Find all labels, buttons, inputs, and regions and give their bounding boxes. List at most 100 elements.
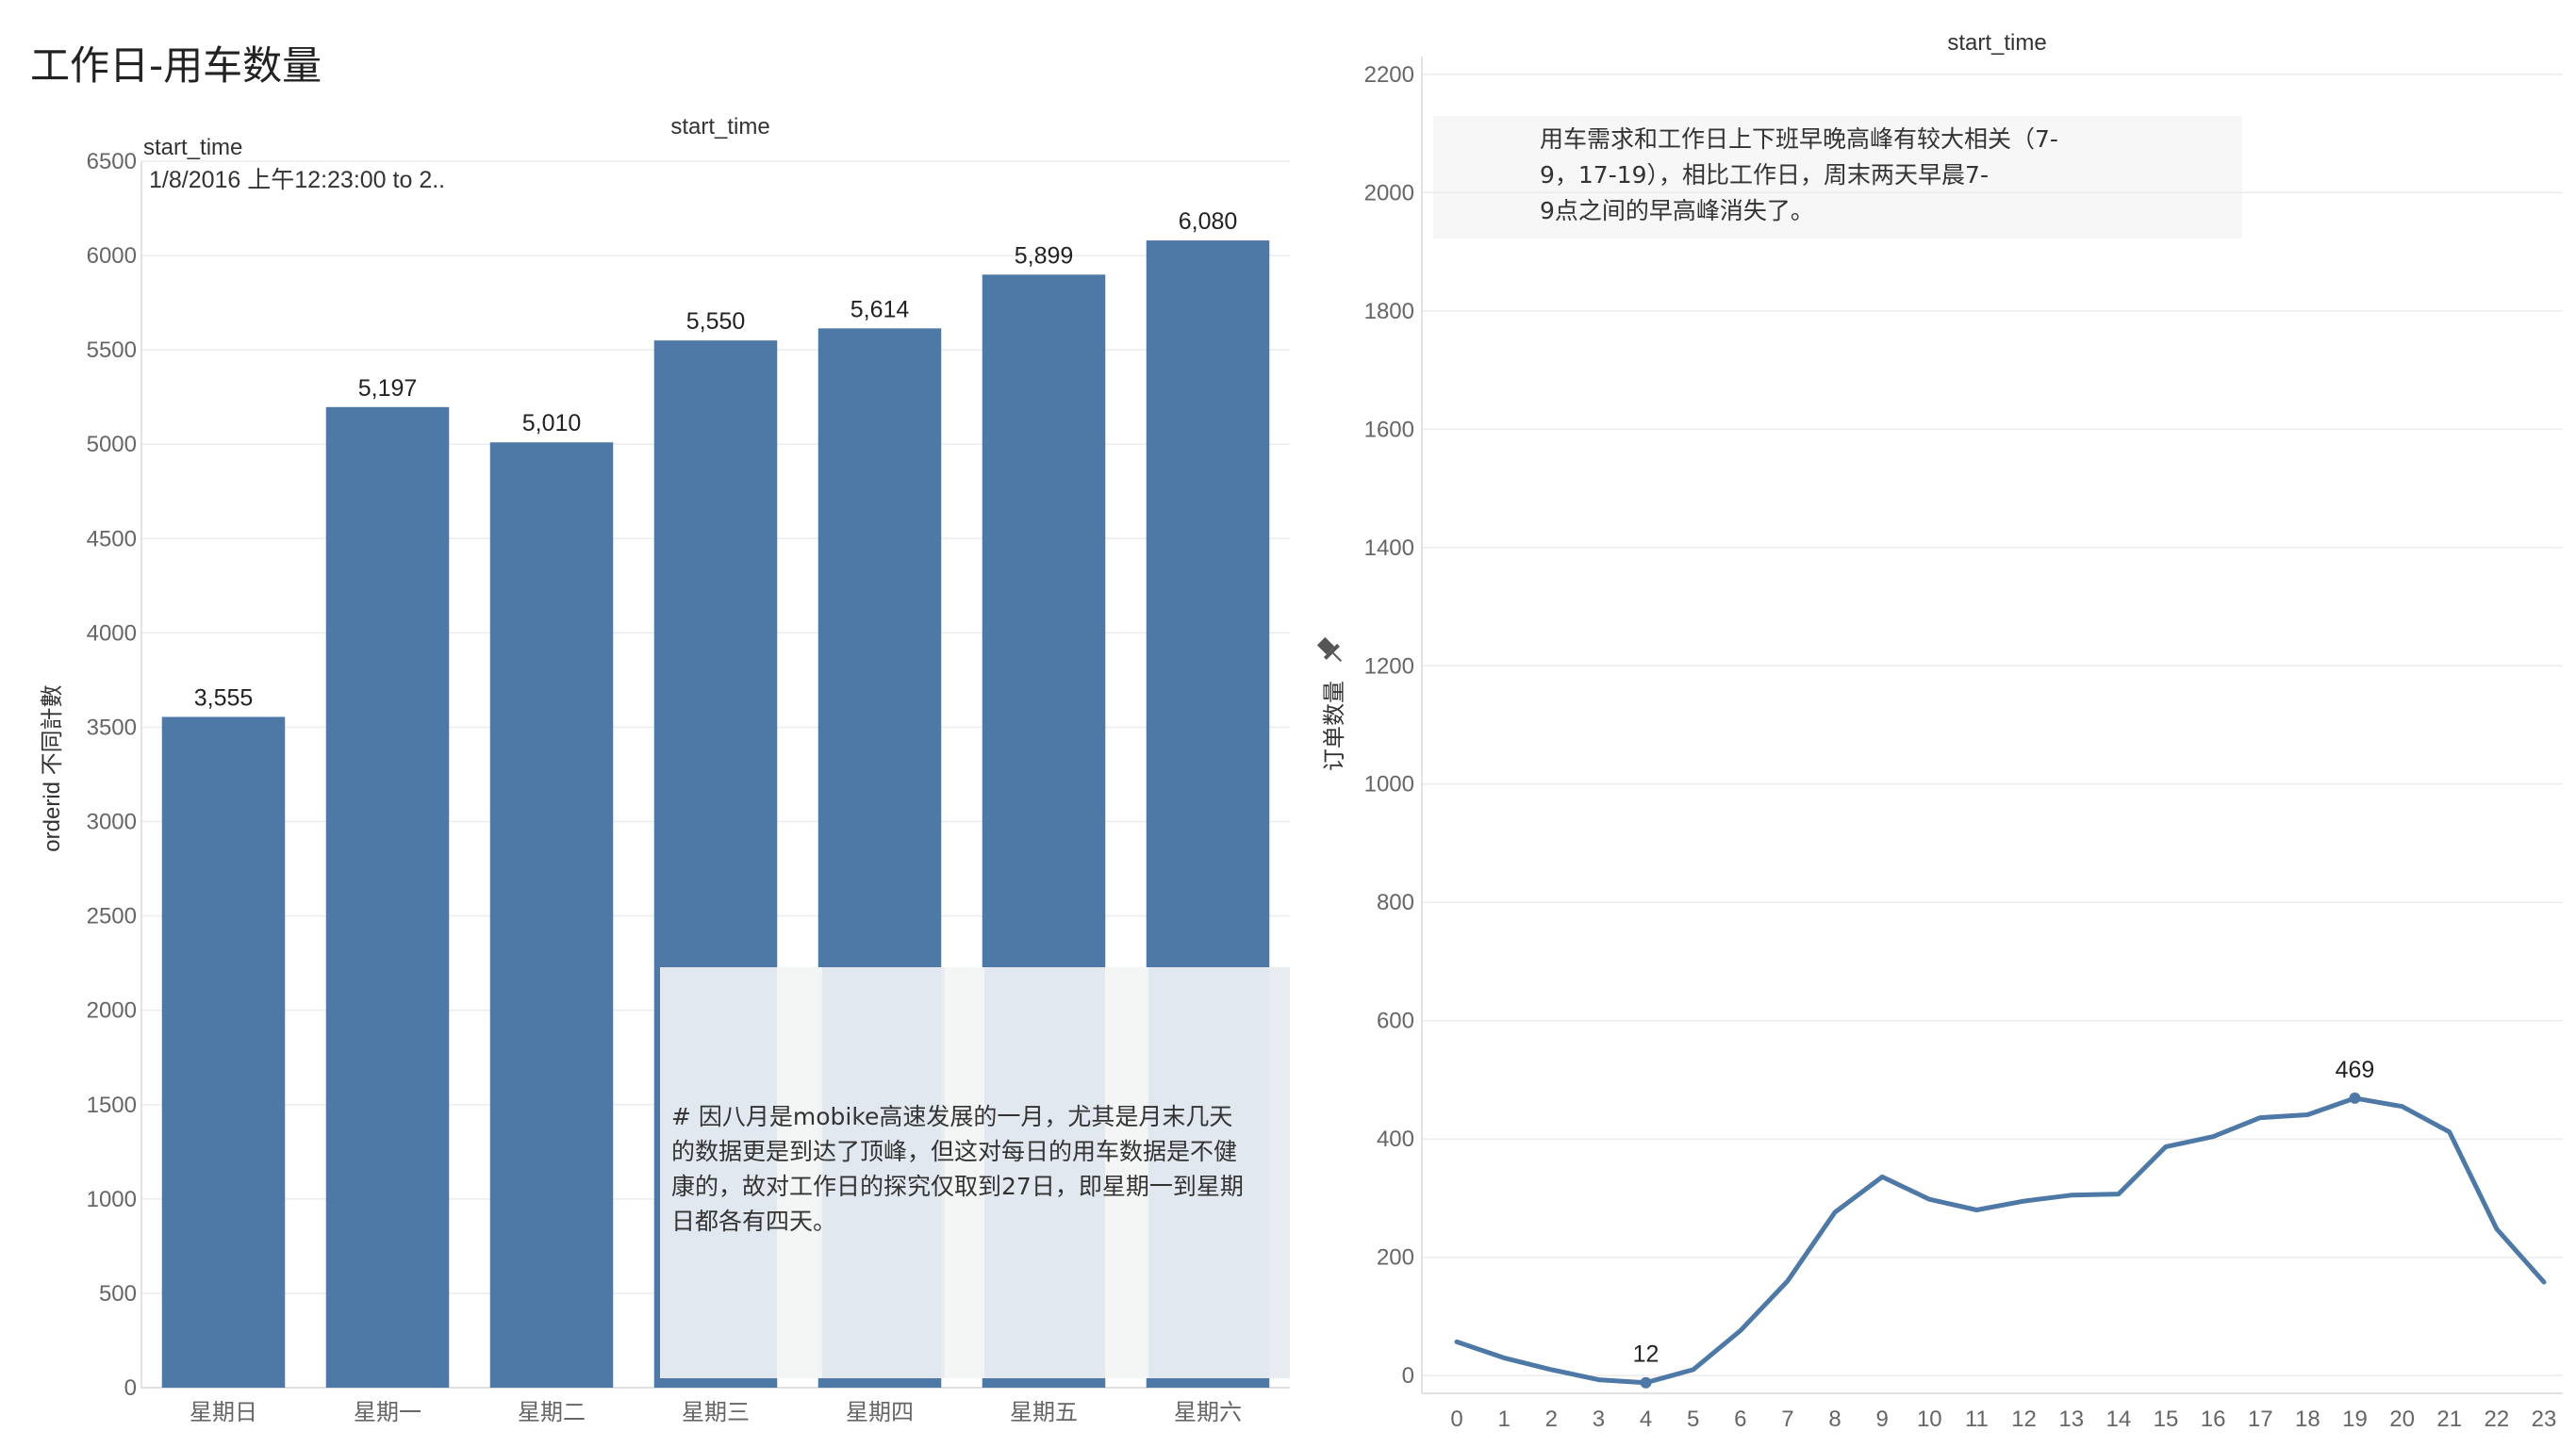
line-x-tick: 1: [1497, 1407, 1510, 1432]
bar-y-tick: 6000: [87, 243, 137, 269]
line-y-tick: 1800: [1364, 299, 1414, 324]
line-x-tick: 12: [2011, 1407, 2037, 1432]
bar-y-tick: 4500: [87, 526, 137, 551]
line-point-label: 12: [1633, 1341, 1660, 1368]
line-y-tick: 2000: [1364, 180, 1414, 206]
line-x-tick: 18: [2295, 1407, 2320, 1432]
bar-y-tick: 1500: [87, 1093, 137, 1118]
bar-x-tick: 星期一: [354, 1400, 421, 1425]
line-x-tick: 21: [2436, 1407, 2462, 1432]
bar-y-axis: 0 500 1000 1500 2000 2500 3000 3500 4000 4500 5000…: [87, 149, 137, 1401]
line-x-tick: 9: [1875, 1407, 1888, 1432]
bar-y-tick: 1000: [87, 1187, 137, 1212]
bar-x-tick: 星期三: [682, 1400, 750, 1425]
line-x-tick: 14: [2105, 1407, 2131, 1432]
line-x-tick: 16: [2201, 1407, 2226, 1432]
bar-annotation-line: # 因八月是mobike高速发展的一月，尤其是月末几天: [671, 1103, 1232, 1130]
bar-x-axis: 星期日 星期一 星期二 星期三 星期四 星期五 星期六: [190, 1400, 1242, 1425]
line-y-tick: 1200: [1364, 653, 1414, 679]
line-y-tick: 1000: [1364, 772, 1414, 798]
bar-data-label: 5,899: [1015, 242, 1074, 269]
bar-annotation-line: 的数据更是到达了顶峰，但这对每日的用车数据是不健: [671, 1138, 1237, 1165]
line-x-tick: 8: [1828, 1407, 1841, 1432]
line-y-tick: 400: [1377, 1127, 1414, 1152]
line-annotation-box: [1433, 116, 2242, 239]
bar: [489, 442, 614, 1388]
bar-y-tick: 2000: [87, 998, 137, 1024]
dashboard-title: 工作日-用车数量: [30, 42, 322, 89]
bar-y-tick: 6500: [87, 149, 137, 174]
line-y-tick: 1600: [1364, 417, 1414, 442]
line-point-label: 469: [2336, 1057, 2375, 1083]
pin-icon[interactable]: [1314, 634, 1347, 667]
bar-y-tick: 3500: [87, 715, 137, 740]
line-y-axis: 0 200 400 600 800 1000 1200 1400 1600 1800 2000 220…: [1364, 62, 1414, 1389]
bar-x-tick: 星期六: [1174, 1400, 1242, 1425]
line-y-tick: 200: [1377, 1245, 1414, 1271]
line-y-tick: 2200: [1364, 62, 1414, 88]
bar-y-tick: 5000: [87, 432, 137, 457]
line-x-tick: 11: [1965, 1407, 1989, 1432]
line-point: [2349, 1092, 2361, 1104]
bar-y-tick: 3000: [87, 810, 137, 835]
line-x-tick: 0: [1450, 1407, 1462, 1432]
line-x-tick: 2: [1545, 1407, 1558, 1432]
line-y-axis-title: 订单数量: [1322, 681, 1347, 771]
line-y-tick: 0: [1402, 1363, 1414, 1389]
line-x-tick: 6: [1734, 1407, 1746, 1432]
line-x-tick: 22: [2485, 1407, 2510, 1432]
line-x-tick: 10: [1917, 1407, 1942, 1432]
bar-data-labels: 3,555 5,197 5,010 5,550 5,614 5,899 6,080: [194, 208, 1238, 711]
bar-annotation-gap: [777, 967, 822, 1378]
line-x-tick: 7: [1781, 1407, 1793, 1432]
line-header: start_time: [1947, 30, 2046, 56]
filter-title: start_time: [143, 135, 242, 160]
line-x-axis: 0 1 2 3 4 5 6 7 8 9 10 11 12 13 14 15 16 17 18 19 20 21 22 23: [1450, 1407, 2556, 1432]
line-annotation-line: 9，17-19），相比工作日，周末两天早晨7-: [1540, 161, 1989, 189]
line-y-tick: 600: [1377, 1009, 1414, 1034]
bar-x-tick: 星期二: [518, 1400, 586, 1425]
line-y-tick: 1400: [1364, 535, 1414, 561]
bar: [325, 406, 450, 1388]
bar-chart: 0 500 1000 1500 2000 2500 3000 3500 4000 4500 5000…: [40, 114, 1290, 1425]
bar-y-tick: 500: [99, 1281, 137, 1307]
bar-y-tick: 2500: [87, 904, 137, 930]
bar-data-label: 5,550: [686, 308, 746, 335]
bar-data-label: 5,010: [522, 410, 582, 436]
bar-data-label: 5,614: [850, 296, 910, 322]
line-x-tick: 5: [1687, 1407, 1699, 1432]
line-x-tick: 20: [2389, 1407, 2415, 1432]
line-x-tick: 3: [1593, 1407, 1605, 1432]
bar-annotation-gap: [1105, 967, 1148, 1378]
bar-x-tick: 星期日: [190, 1400, 257, 1425]
bar-annotation-line: 日都各有四天。: [671, 1208, 836, 1235]
line-x-tick: 23: [2532, 1407, 2557, 1432]
bar-annotation-gap: [945, 967, 984, 1378]
line-x-tick: 15: [2154, 1407, 2179, 1432]
line-gridlines: [1421, 57, 2563, 1394]
line-series: [1454, 1095, 2547, 1386]
bar-annotation-line: 康的，故对工作日的探究仅取到27日，即星期一到星期: [671, 1173, 1244, 1200]
line-x-tick: 19: [2342, 1407, 2368, 1432]
bar-header: start_time: [670, 114, 769, 140]
line-marks: 12 469: [1454, 1057, 2547, 1389]
line-x-tick: 4: [1640, 1407, 1652, 1432]
bar-x-tick: 星期四: [846, 1400, 914, 1425]
line-annotation-line: 用车需求和工作日上下班早晚高峰有较大相关（7-: [1540, 125, 2058, 153]
bar-x-tick: 星期五: [1010, 1400, 1078, 1425]
line-annotation-text: 用车需求和工作日上下班早晚高峰有较大相关（7- 9，17-19），相比工作日，周末…: [1540, 125, 2058, 224]
bar-y-tick: 4000: [87, 620, 137, 646]
line-chart: 0200400600800100012001400160018002000220…: [1314, 30, 2563, 1432]
bar-data-label: 5,197: [358, 375, 418, 402]
line-annotation-line: 9点之间的早高峰消失了。: [1540, 197, 1814, 224]
bar-y-axis-title: orderid 不同計數: [40, 684, 65, 851]
bar: [161, 716, 286, 1388]
bar-annotation-text: # 因八月是mobike高速发展的一月，尤其是月末几天的数据更是到达了顶峰，但这…: [671, 1103, 1244, 1235]
bar-data-label: 6,080: [1179, 208, 1238, 235]
bar-y-tick: 0: [124, 1375, 137, 1401]
line-x-tick: 17: [2248, 1407, 2273, 1432]
line-x-tick: 13: [2058, 1407, 2084, 1432]
bar-y-tick: 5500: [87, 337, 137, 363]
line-y-tick: 800: [1377, 890, 1414, 915]
